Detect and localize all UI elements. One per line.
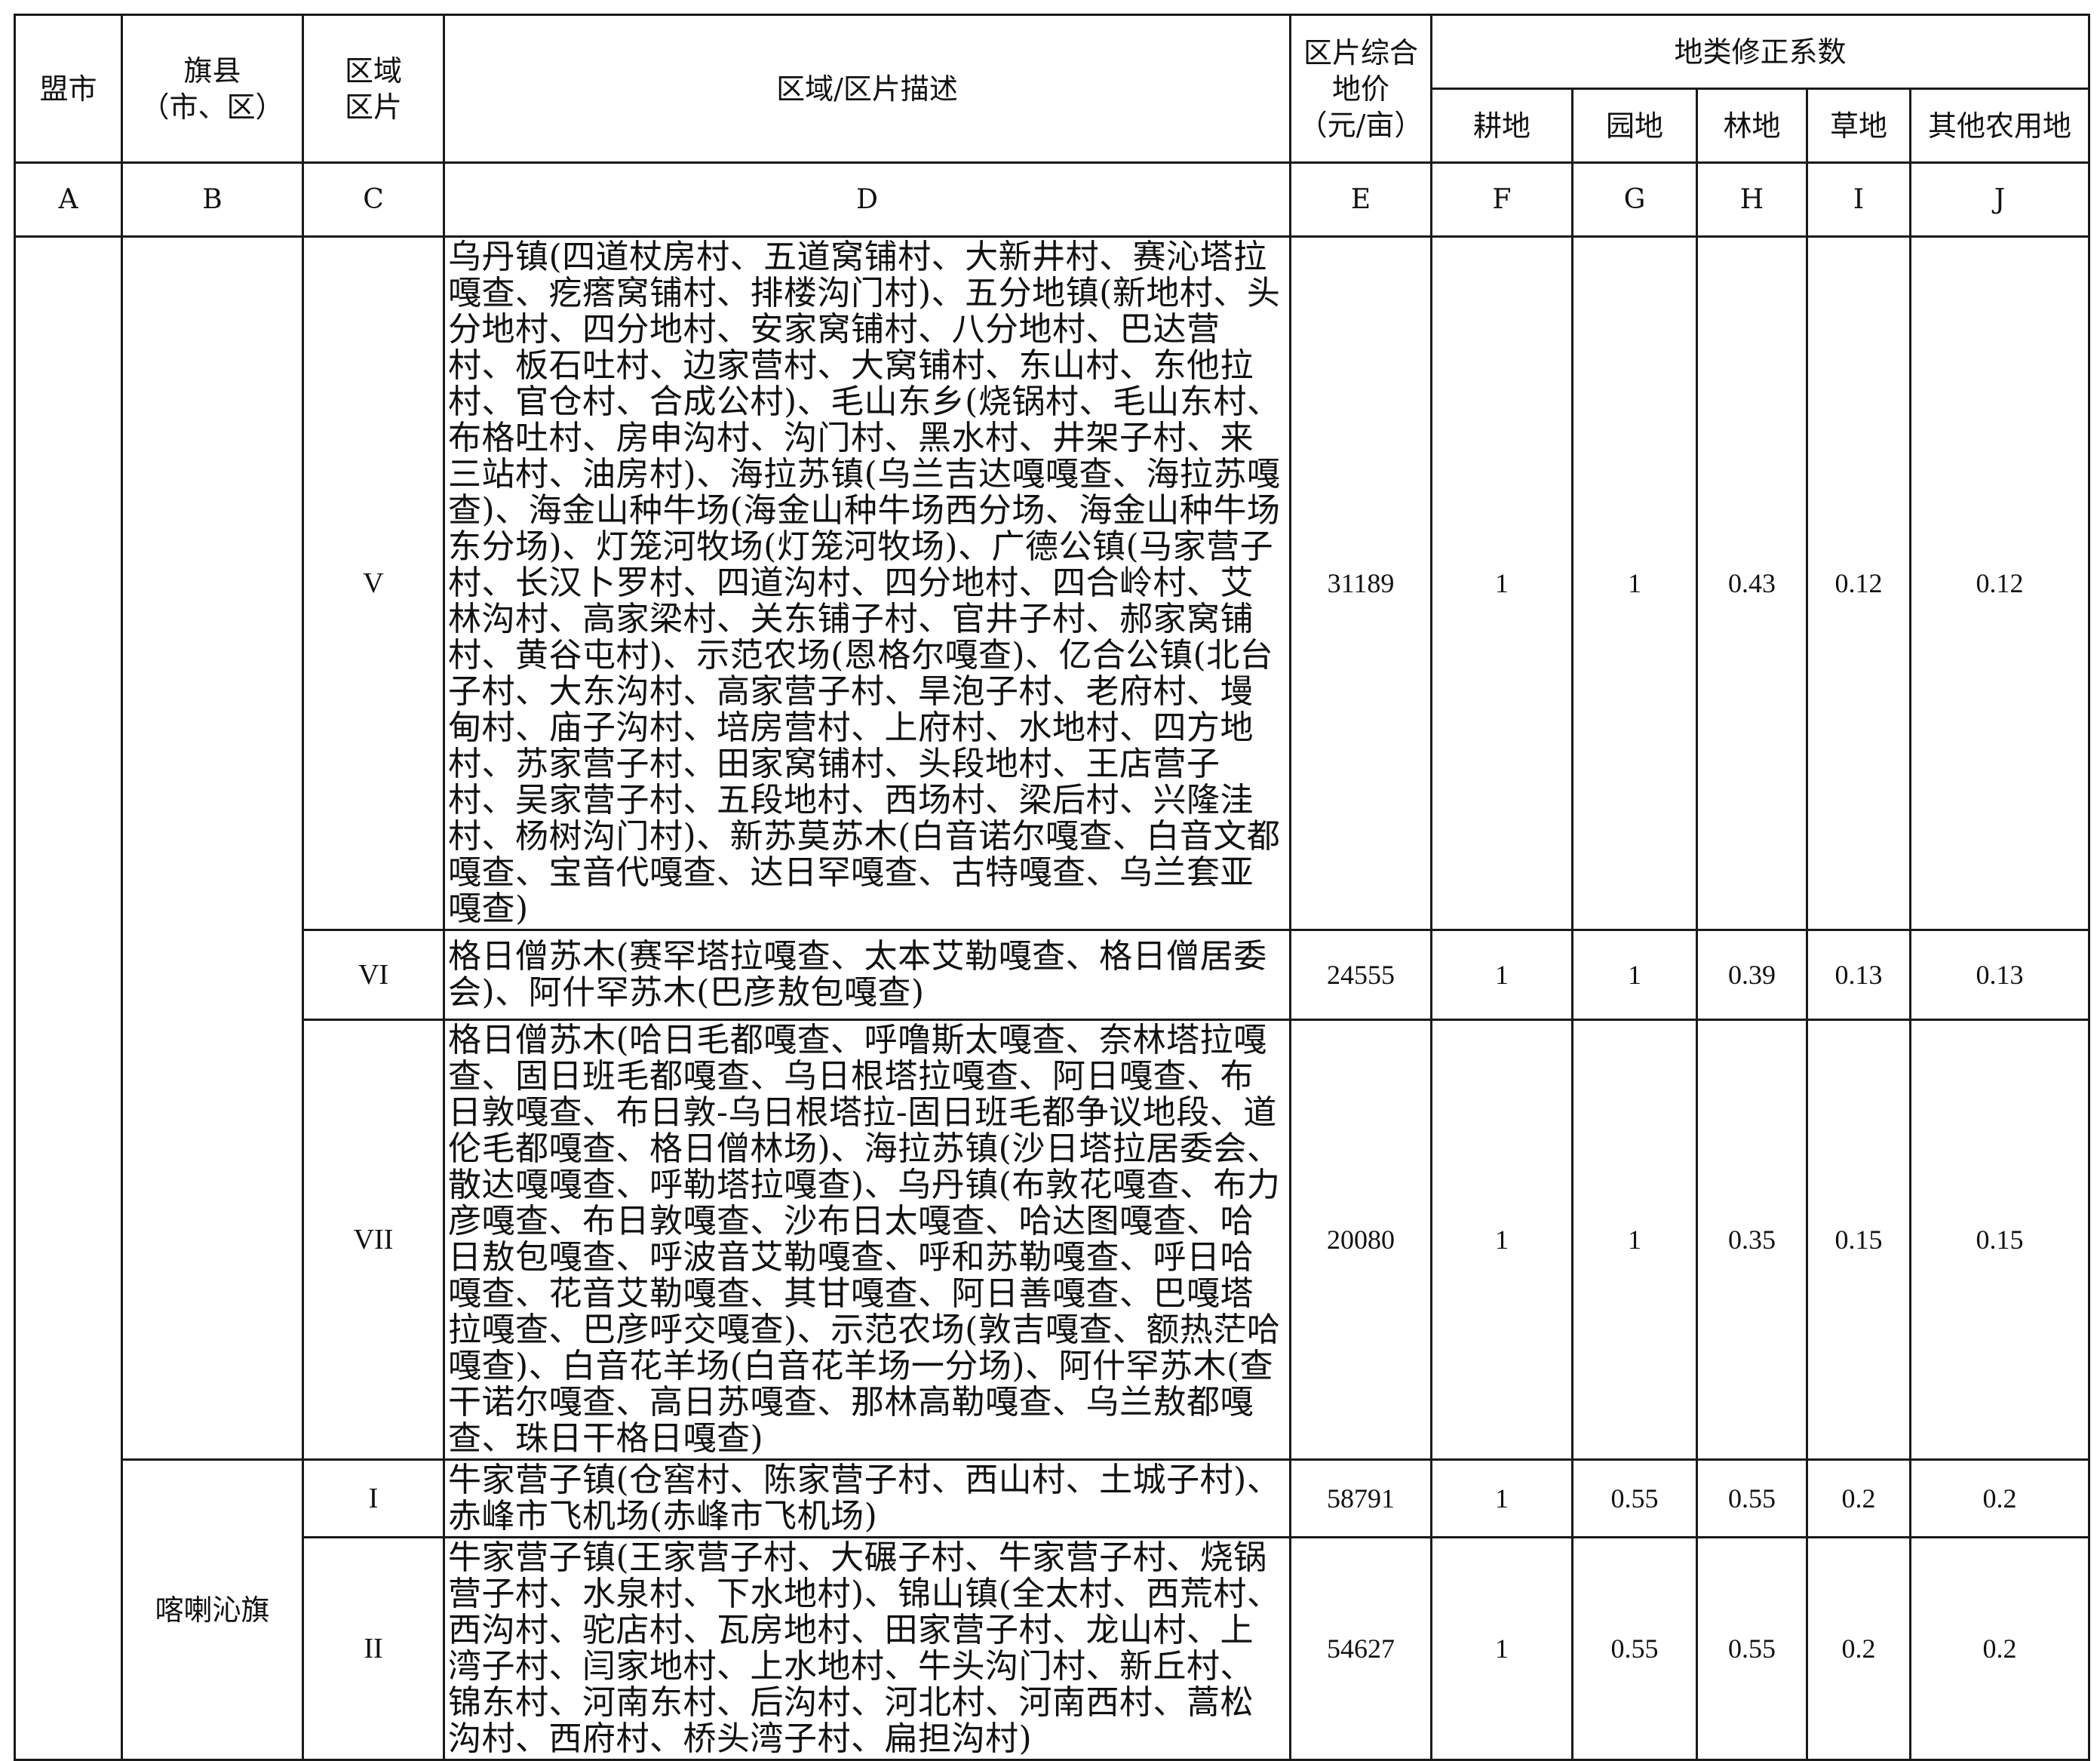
- zone-cell: I: [302, 1458, 445, 1538]
- county-cell: [121, 235, 304, 1461]
- farmland-cell: 1: [1430, 235, 1573, 931]
- header-county: 旗县 （市、区）: [121, 14, 304, 164]
- letter-b: B: [121, 161, 304, 238]
- table-row: 喀喇沁旗 I 牛家营子镇(仓窖村、陈家营子村、西山村、土城子村)、赤峰市飞机场(…: [15, 1458, 2090, 1761]
- garden-cell: 1: [1571, 1019, 1698, 1461]
- letter-f: F: [1430, 161, 1573, 238]
- price-cell: 24555: [1289, 929, 1432, 1021]
- column-letter-row: A B C D E F G H I J: [14, 161, 2090, 238]
- farmland-cell: 1: [1430, 1536, 1573, 1761]
- header-grassland: 草地: [1806, 88, 1911, 164]
- header-farmland: 耕地: [1430, 88, 1573, 164]
- grassland-cell: 0.2: [1806, 1458, 1911, 1538]
- letter-g: G: [1571, 161, 1698, 238]
- garden-cell: 1: [1571, 929, 1698, 1021]
- forest-cell: 0.55: [1696, 1458, 1808, 1538]
- description-cell: 乌丹镇(四道杖房村、五道窝铺村、大新井村、赛沁塔拉嘎查、疙瘩窝铺村、排楼沟门村)…: [443, 235, 1291, 931]
- other-cell: 0.2: [1909, 1536, 2090, 1761]
- other-cell: 0.12: [1909, 235, 2090, 931]
- county-cell: 喀喇沁旗: [121, 1458, 304, 1761]
- letter-e: E: [1289, 161, 1432, 238]
- garden-cell: 1: [1571, 235, 1698, 931]
- price-cell: 58791: [1289, 1458, 1432, 1538]
- letter-d: D: [443, 161, 1291, 238]
- grassland-cell: 0.15: [1806, 1019, 1911, 1461]
- price-cell: 31189: [1289, 235, 1432, 931]
- table-row: II 牛家营子镇(王家营子村、大碾子村、牛家营子村、烧锅营子村、水泉村、下水地村…: [15, 1536, 2090, 1761]
- header-garden: 园地: [1571, 88, 1698, 164]
- table-row: VI 格日僧苏木(赛罕塔拉嘎查、太本艾勒嘎查、格日僧居委会)、阿什罕苏木(巴彦敖…: [15, 929, 2090, 1021]
- letter-c: C: [302, 161, 445, 238]
- forest-cell: 0.43: [1696, 235, 1808, 931]
- header-other: 其他农用地: [1909, 88, 2090, 164]
- forest-cell: 0.55: [1696, 1536, 1808, 1761]
- price-cell: 54627: [1289, 1536, 1432, 1761]
- header-description: 区域/区片描述: [443, 14, 1291, 164]
- header-league: 盟市: [14, 14, 123, 164]
- header-price: 区片综合 地价 （元/亩）: [1289, 14, 1432, 164]
- price-cell: 20080: [1289, 1019, 1432, 1461]
- letter-a: A: [14, 161, 123, 238]
- header-forest: 林地: [1696, 88, 1808, 164]
- zone-cell: II: [302, 1536, 445, 1761]
- zone-cell: VI: [302, 929, 445, 1021]
- garden-cell: 0.55: [1571, 1458, 1698, 1538]
- description-cell: 牛家营子镇(仓窖村、陈家营子村、西山村、土城子村)、赤峰市飞机场(赤峰市飞机场): [443, 1458, 1291, 1538]
- forest-cell: 0.35: [1696, 1019, 1808, 1461]
- description-cell: 牛家营子镇(王家营子村、大碾子村、牛家营子村、烧锅营子村、水泉村、下水地村)、锦…: [443, 1536, 1291, 1761]
- farmland-cell: 1: [1430, 1019, 1573, 1461]
- description-cell: 格日僧苏木(哈日毛都嘎查、呼噜斯太嘎查、奈林塔拉嘎查、固日班毛都嘎查、乌日根塔拉…: [443, 1019, 1291, 1461]
- other-cell: 0.2: [1909, 1458, 2090, 1538]
- garden-cell: 0.55: [1571, 1536, 1698, 1761]
- forest-cell: 0.39: [1696, 929, 1808, 1021]
- letter-i: I: [1806, 161, 1911, 238]
- grassland-cell: 0.13: [1806, 929, 1911, 1021]
- header-coefficient-group: 地类修正系数: [1430, 14, 2090, 90]
- farmland-cell: 1: [1430, 929, 1573, 1021]
- zone-cell: VII: [302, 1019, 445, 1461]
- header-zone: 区域 区片: [302, 14, 445, 164]
- farmland-cell: 1: [1430, 1458, 1573, 1538]
- table-row: VII 格日僧苏木(哈日毛都嘎查、呼噜斯太嘎查、奈林塔拉嘎查、固日班毛都嘎查、乌…: [15, 1019, 2090, 1461]
- grassland-cell: 0.2: [1806, 1536, 1911, 1761]
- league-cell: [14, 235, 123, 1761]
- other-cell: 0.13: [1909, 929, 2090, 1021]
- description-cell: 格日僧苏木(赛罕塔拉嘎查、太本艾勒嘎查、格日僧居委会)、阿什罕苏木(巴彦敖包嘎查…: [443, 929, 1291, 1021]
- letter-j: J: [1909, 161, 2090, 238]
- letter-h: H: [1696, 161, 1808, 238]
- land-price-table: 盟市 旗县 （市、区） 区域 区片 区域/区片描述 区片综合 地价 （元/亩） …: [14, 14, 2090, 1761]
- grassland-cell: 0.12: [1806, 235, 1911, 931]
- zone-cell: V: [302, 235, 445, 931]
- other-cell: 0.15: [1909, 1019, 2090, 1461]
- table-row: V 乌丹镇(四道杖房村、五道窝铺村、大新井村、赛沁塔拉嘎查、疙瘩窝铺村、排楼沟门…: [14, 235, 2090, 1761]
